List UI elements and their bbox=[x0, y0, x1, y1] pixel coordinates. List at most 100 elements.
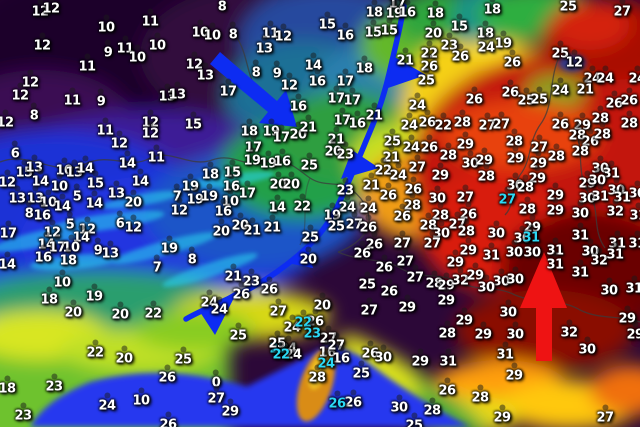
temp-label: 25 bbox=[559, 0, 577, 15]
temp-label: 7 bbox=[172, 183, 182, 205]
temp-label: 31 bbox=[571, 222, 589, 244]
temp-label: 29 bbox=[505, 362, 523, 384]
temp-label: 27 bbox=[393, 230, 411, 252]
temp-label: 20 bbox=[299, 246, 317, 268]
temp-label: 29 bbox=[398, 294, 416, 316]
temp-label: 29 bbox=[446, 249, 464, 271]
temp-label: 29 bbox=[459, 237, 477, 259]
temp-label: 24 bbox=[338, 194, 356, 216]
front-pip-4 bbox=[200, 290, 238, 335]
temp-label: 22 bbox=[144, 300, 162, 322]
temp-label: 10 bbox=[97, 14, 115, 36]
temp-label: 15 bbox=[15, 159, 33, 181]
temp-label: 20 bbox=[289, 121, 307, 143]
temp-label: 15 bbox=[450, 13, 468, 35]
temp-label: 25 bbox=[174, 346, 192, 368]
temp-label: 24 bbox=[359, 195, 377, 217]
temp-label: 30 bbox=[461, 150, 479, 172]
temp-label: 10 bbox=[50, 173, 68, 195]
temp-label: 30 bbox=[578, 336, 596, 358]
temp-label: 8 bbox=[228, 21, 238, 43]
front-curve bbox=[183, 3, 407, 322]
temp-label: 24 bbox=[400, 112, 418, 134]
temp-label: 8 bbox=[24, 200, 34, 222]
temp-label: 28 bbox=[423, 397, 441, 419]
temp-label: 0 bbox=[211, 369, 221, 391]
temp-label: 31 bbox=[522, 224, 540, 246]
temp-label: 28 bbox=[457, 218, 475, 240]
temp-label: 31 bbox=[629, 202, 640, 223]
temp-label: 24 bbox=[408, 92, 426, 114]
temp-label: 11 bbox=[116, 35, 134, 57]
temp-label: 26 bbox=[404, 176, 422, 198]
temp-label: 27 bbox=[596, 404, 614, 426]
temp-label: 26 bbox=[375, 254, 393, 276]
temp-label: 13 bbox=[8, 185, 26, 207]
temp-label: 24 bbox=[283, 314, 301, 336]
temp-label: 18 bbox=[476, 20, 494, 42]
temp-label: 21 bbox=[243, 217, 261, 239]
temp-label: 20 bbox=[64, 299, 82, 321]
temp-label: 25 bbox=[352, 360, 370, 382]
temp-label: 28 bbox=[505, 128, 523, 150]
temp-label: 27 bbox=[345, 211, 363, 233]
temp-label: 12 bbox=[0, 169, 16, 191]
temp-label: 31 bbox=[591, 183, 609, 205]
temp-label: 17 bbox=[238, 180, 256, 202]
temp-label: 26 bbox=[232, 281, 250, 303]
temp-label: 17 bbox=[219, 78, 237, 100]
temp-label: 10 bbox=[148, 32, 166, 54]
temp-label: 27 bbox=[207, 385, 225, 407]
temp-label: 19 bbox=[385, 0, 403, 22]
temp-label: 28 bbox=[453, 109, 471, 131]
temp-label: 26 bbox=[418, 109, 436, 131]
temp-label: 30 bbox=[581, 238, 599, 260]
temp-label: 12 bbox=[185, 51, 203, 73]
temp-label: 20 bbox=[111, 301, 129, 323]
temp-label: 24 bbox=[210, 296, 228, 318]
temp-label: 28 bbox=[518, 196, 536, 218]
temp-label: 28 bbox=[438, 320, 456, 342]
temp-label: 16 bbox=[34, 244, 52, 266]
temp-label: 23 bbox=[336, 141, 354, 163]
temp-label: 30 bbox=[628, 180, 640, 201]
temp-label: 29 bbox=[455, 307, 473, 329]
temp-label: 26 bbox=[581, 128, 599, 150]
temp-label: 28 bbox=[547, 143, 565, 165]
temp-label: 14 bbox=[31, 168, 49, 190]
temp-label: 26 bbox=[605, 90, 623, 112]
temp-label: 7 bbox=[152, 254, 162, 276]
temp-label: 28 bbox=[593, 121, 611, 143]
temp-label: 18 bbox=[0, 375, 16, 397]
temp-label: 30 bbox=[374, 344, 392, 366]
temp-label: 24 bbox=[628, 65, 640, 86]
temp-label: 23 bbox=[45, 373, 63, 395]
temp-label: 19 bbox=[200, 183, 218, 205]
temp-label: 25 bbox=[300, 152, 318, 174]
temp-label: 29 bbox=[221, 398, 239, 420]
temp-label: 26 bbox=[465, 86, 483, 108]
temp-label: 29 bbox=[626, 321, 640, 342]
temp-label: 19 bbox=[259, 150, 277, 172]
temp-label: 28 bbox=[571, 138, 589, 160]
temp-label: 12 bbox=[274, 23, 292, 45]
temp-label: 27 bbox=[360, 297, 378, 319]
temp-label: 28 bbox=[471, 384, 489, 406]
temp-label: 27 bbox=[448, 211, 466, 233]
temp-label: 10 bbox=[203, 22, 221, 44]
temp-label: 11 bbox=[63, 87, 81, 109]
warm-air-advection-arrow bbox=[520, 252, 567, 361]
temp-label: 11 bbox=[78, 53, 96, 75]
temp-label: 10 bbox=[128, 44, 146, 66]
temp-label: 24 bbox=[200, 289, 218, 311]
temp-label: 17 bbox=[272, 124, 290, 146]
temp-label: 26 bbox=[365, 231, 383, 253]
temp-label: 9 bbox=[93, 237, 103, 259]
temp-label: 21 bbox=[362, 172, 380, 194]
temp-label: 15 bbox=[184, 111, 202, 133]
temp-label: 29 bbox=[528, 165, 546, 187]
temp-label: 30 bbox=[506, 172, 524, 194]
temp-label: 30 bbox=[505, 239, 523, 261]
temp-label: 5 bbox=[65, 211, 75, 233]
